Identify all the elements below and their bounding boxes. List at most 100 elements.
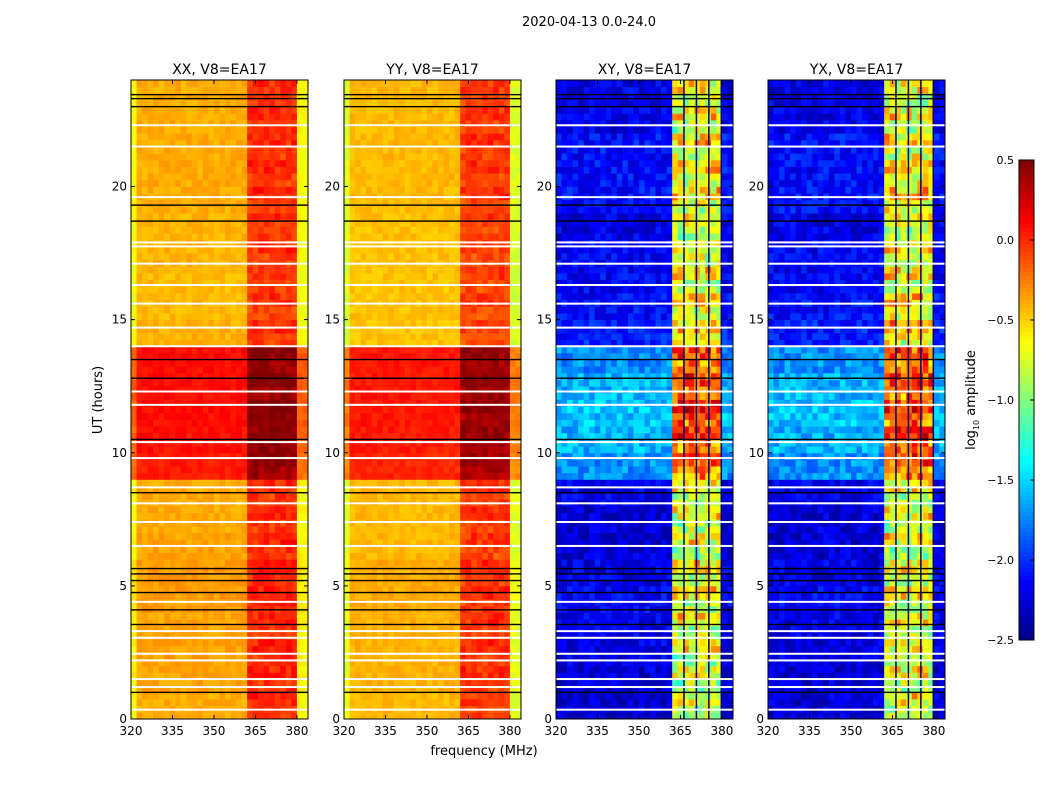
heatmap-cell: [280, 93, 287, 101]
heatmap-cell: [230, 652, 237, 660]
heatmap-cell: [487, 699, 494, 707]
heatmap-cell: [202, 692, 209, 700]
heatmap-cell: [252, 559, 259, 567]
heatmap-cell: [355, 339, 361, 347]
heatmap-cell: [454, 632, 461, 640]
heatmap-cell: [202, 206, 209, 214]
heatmap-cell: [247, 446, 254, 454]
heatmap-cell: [225, 99, 231, 108]
heatmap-cell: [213, 99, 220, 108]
heatmap-cell: [164, 319, 171, 327]
heatmap-cell: [371, 552, 378, 560]
heatmap-cell: [291, 406, 298, 414]
heatmap-cell: [142, 545, 148, 553]
heatmap-cell: [164, 213, 171, 221]
heatmap-cell: [285, 273, 292, 281]
heatmap-cell: [509, 386, 516, 394]
heatmap-cell: [241, 306, 248, 314]
heatmap-cell: [426, 492, 433, 500]
heatmap-cell: [197, 672, 204, 680]
heatmap-cell: [175, 86, 182, 94]
heatmap-cell: [388, 419, 395, 427]
heatmap-cell: [191, 545, 198, 553]
heatmap-cell: [202, 326, 209, 334]
heatmap-cell: [296, 359, 303, 367]
heatmap-cell: [371, 652, 378, 660]
heatmap-cell: [269, 399, 276, 407]
heatmap-cell: [175, 592, 182, 600]
heatmap-cell: [454, 532, 461, 540]
heatmap-cell: [142, 639, 148, 647]
heatmap-cell: [230, 386, 237, 394]
heatmap-cell: [349, 525, 356, 534]
heatmap-cell: [426, 639, 433, 647]
heatmap-cell: [169, 186, 176, 194]
heatmap-cell: [366, 512, 373, 520]
heatmap-cell: [498, 379, 505, 387]
heatmap-cell: [131, 219, 137, 227]
heatmap-cell: [285, 366, 292, 374]
heatmap-cell: [236, 699, 243, 707]
heatmap-cell: [131, 99, 137, 108]
heatmap-cell: [258, 253, 265, 261]
heatmap-cell: [208, 286, 215, 294]
heatmap-cell: [175, 153, 182, 161]
heatmap-cell: [186, 659, 193, 667]
heatmap-cell: [230, 612, 237, 620]
heatmap-cell: [285, 559, 292, 567]
heatmap-cell: [219, 306, 226, 314]
heatmap-cell: [158, 486, 165, 494]
heatmap-cell: [191, 479, 198, 487]
heatmap-cell: [291, 432, 298, 440]
heatmap-cell: [153, 619, 160, 627]
heatmap-cell: [202, 312, 209, 321]
heatmap-cell: [504, 366, 511, 374]
heatmap-cell: [197, 113, 204, 121]
heatmap-cell: [274, 532, 281, 540]
heatmap-cell: [344, 346, 350, 354]
heatmap-cell: [258, 312, 265, 321]
heatmap-cell: [377, 432, 384, 440]
heatmap-cell: [269, 226, 276, 234]
heatmap-cell: [274, 492, 281, 500]
heatmap-cell: [460, 392, 467, 400]
heatmap-cell: [191, 106, 198, 114]
heatmap-cell: [302, 472, 309, 480]
heatmap-cell: [465, 579, 472, 587]
heatmap-cell: [131, 246, 137, 254]
heatmap-cell: [426, 399, 433, 407]
heatmap-cell: [191, 166, 198, 174]
heatmap-cell: [377, 672, 384, 680]
heatmap-cell: [164, 492, 171, 500]
heatmap-cell: [136, 552, 143, 560]
heatmap-cell: [296, 86, 303, 94]
heatmap-cell: [355, 346, 361, 354]
heatmap-cell: [142, 466, 148, 474]
heatmap-cell: [415, 612, 422, 620]
heatmap-cell: [164, 80, 171, 88]
heatmap-cell: [175, 93, 182, 101]
heatmap-cell: [443, 592, 450, 600]
heatmap-cell: [296, 233, 303, 241]
heatmap-cell: [302, 632, 309, 640]
heatmap-cell: [197, 592, 204, 600]
heatmap-cell: [269, 645, 276, 653]
heatmap-cell: [202, 525, 209, 534]
heatmap-cell: [164, 166, 171, 174]
heatmap-cell: [432, 352, 439, 360]
heatmap-cell: [291, 552, 298, 560]
heatmap-cell: [296, 486, 303, 494]
heatmap-cell: [355, 406, 361, 414]
heatmap-cell: [213, 479, 220, 487]
heatmap-cell: [274, 139, 281, 147]
heatmap-cell: [393, 699, 400, 707]
heatmap-cell: [515, 632, 522, 640]
heatmap-cell: [432, 339, 439, 347]
heatmap-cell: [498, 432, 505, 440]
heatmap-cell: [230, 339, 237, 347]
heatmap-cell: [410, 639, 417, 647]
heatmap-cell: [169, 106, 176, 114]
heatmap-cell: [142, 372, 148, 380]
heatmap-cell: [131, 532, 137, 540]
heatmap-cell: [377, 579, 384, 587]
